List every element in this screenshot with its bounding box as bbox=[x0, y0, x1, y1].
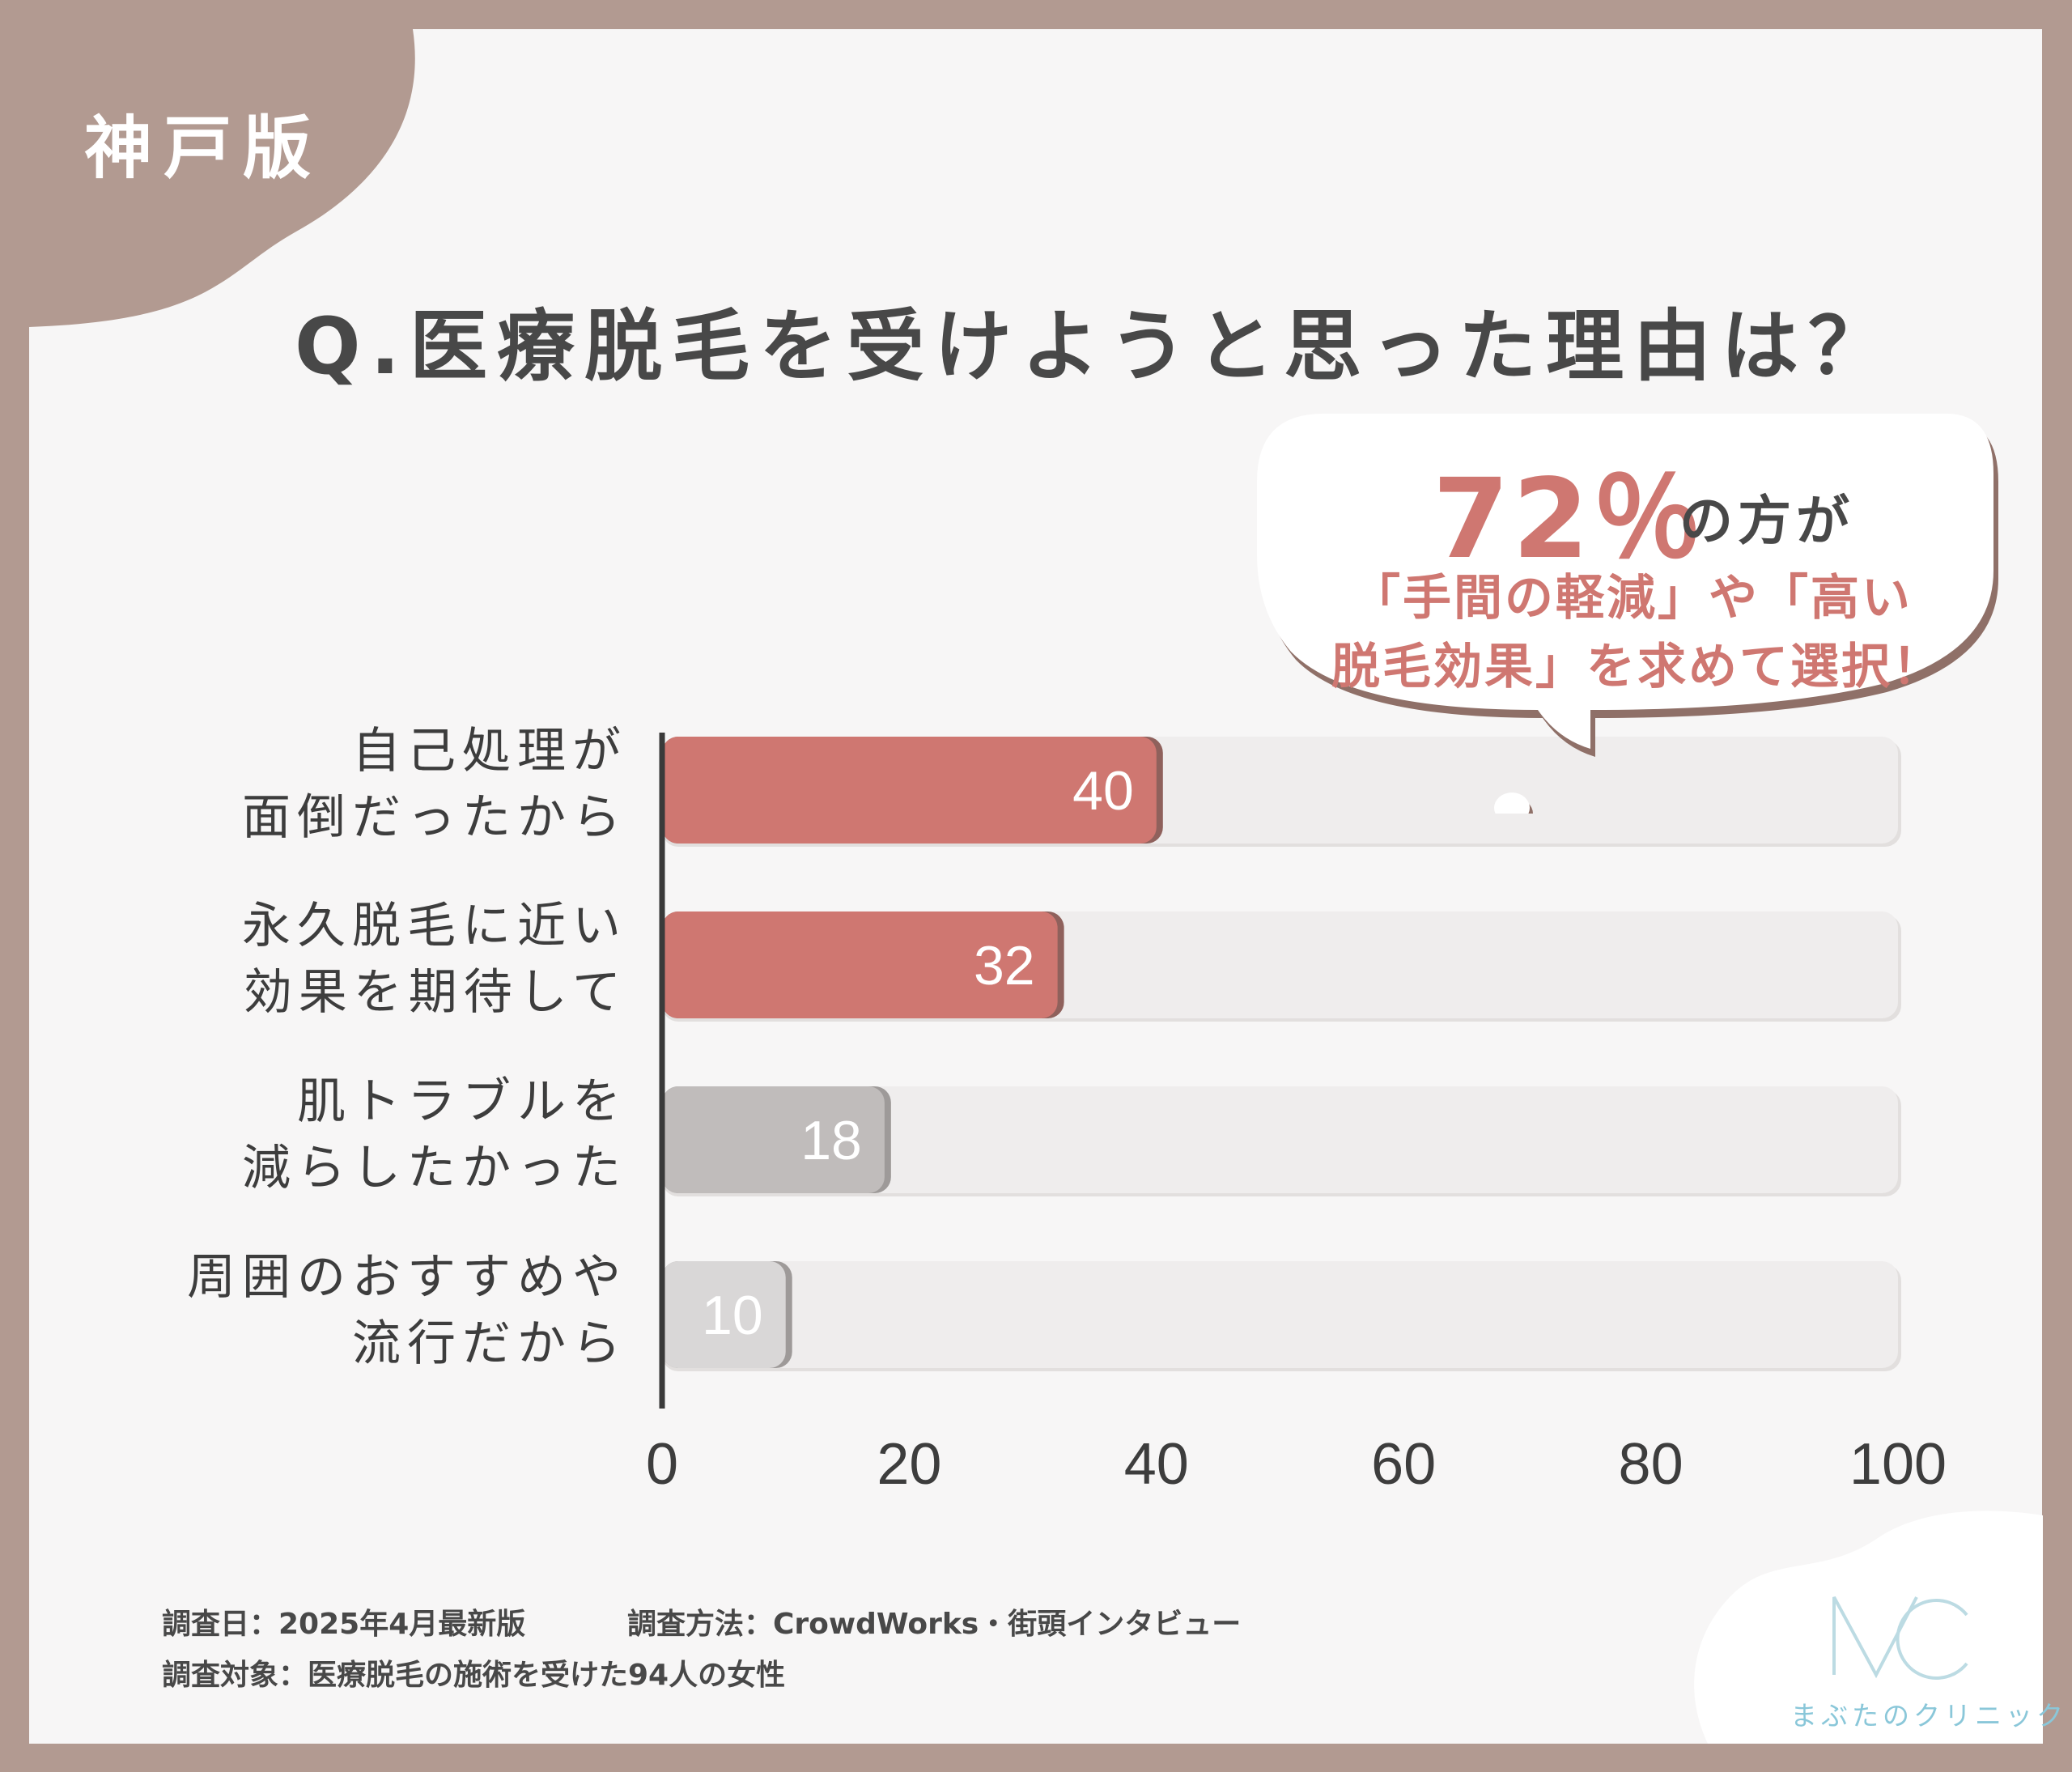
x-tick-label: 100 bbox=[1849, 1432, 1947, 1497]
callout-bubble: 72％ の方が 「手間の軽減」や「高い 脱毛効果」を求めて選択！ bbox=[1250, 409, 1999, 814]
callout-percent: 72％ bbox=[1433, 456, 1706, 584]
region-badge-background bbox=[29, 29, 415, 327]
bar-value-label: 18 bbox=[800, 1110, 862, 1171]
chart-title: Q.医療脱毛を受けようと思った理由は？ bbox=[295, 301, 1896, 392]
bar bbox=[662, 1086, 885, 1193]
x-tick-label: 0 bbox=[646, 1432, 678, 1497]
logo-background bbox=[1694, 1511, 2043, 1744]
bar-value-label: 10 bbox=[702, 1285, 763, 1346]
survey-method: 調査方法：CrowdWorks・街頭インタビュー bbox=[627, 1608, 1242, 1641]
category-label: 永久脱毛に近い 効果を期待して bbox=[242, 898, 627, 1021]
x-tick-label: 20 bbox=[877, 1432, 941, 1497]
logo-mark: MC bbox=[1832, 1596, 1968, 1680]
category-label: 周囲のおすすめや 流行だから bbox=[187, 1249, 627, 1372]
bar-track bbox=[662, 1086, 1898, 1193]
survey-target: 調査対象：医療脱毛の施術を受けた94人の女性 bbox=[162, 1659, 786, 1692]
chart-panel: 神戸版 bbox=[29, 29, 2042, 1744]
callout-line-1: 「手間の軽減」や「高い bbox=[1352, 570, 1913, 627]
bar-track bbox=[662, 1261, 1898, 1368]
callout-suffix: の方が bbox=[1679, 490, 1854, 552]
category-label: 肌トラブルを 減らしたかった bbox=[242, 1073, 627, 1196]
survey-date: 調査日：2025年4月最新版 bbox=[162, 1608, 526, 1641]
logo-name: まぶたのクリニック bbox=[1790, 1700, 2067, 1732]
bar-value-label: 32 bbox=[974, 935, 1035, 996]
bar-value-label: 40 bbox=[1072, 760, 1134, 822]
bar bbox=[662, 911, 1058, 1018]
callout-line-2: 脱毛効果」を求めて選択！ bbox=[1331, 639, 1943, 695]
bar bbox=[662, 737, 1157, 844]
x-tick-label: 40 bbox=[1124, 1432, 1189, 1497]
x-tick-label: 60 bbox=[1371, 1432, 1436, 1497]
region-badge: 神戸版 bbox=[84, 108, 323, 188]
category-label: 自己処理が 面倒だったから bbox=[242, 723, 627, 846]
x-tick-label: 80 bbox=[1619, 1432, 1684, 1497]
bar bbox=[662, 1261, 786, 1368]
